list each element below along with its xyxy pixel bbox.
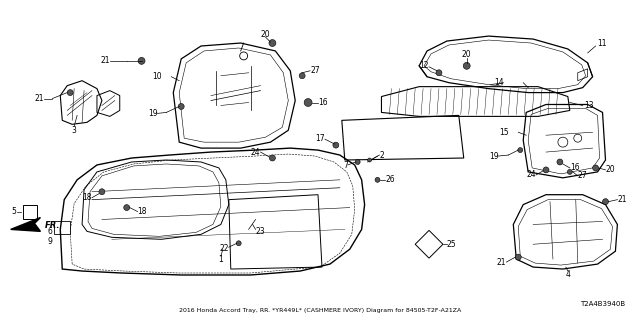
- Text: 21: 21: [100, 56, 110, 65]
- Circle shape: [367, 158, 372, 162]
- Text: 21: 21: [618, 195, 627, 204]
- Circle shape: [355, 159, 360, 164]
- Circle shape: [463, 62, 470, 69]
- Text: 11: 11: [598, 38, 607, 48]
- Text: 20: 20: [462, 51, 472, 60]
- Text: 27: 27: [310, 66, 320, 75]
- Text: 21: 21: [497, 258, 506, 267]
- Text: 19: 19: [489, 152, 499, 161]
- Text: 18: 18: [138, 207, 147, 216]
- Circle shape: [436, 70, 442, 76]
- Text: 2016 Honda Accord Tray, RR. *YR449L* (CASHMERE IVORY) Diagram for 84505-T2F-A21Z: 2016 Honda Accord Tray, RR. *YR449L* (CA…: [179, 308, 461, 313]
- Text: 16: 16: [318, 98, 328, 107]
- Text: 17: 17: [316, 134, 325, 143]
- Text: FR.: FR.: [44, 221, 60, 230]
- Circle shape: [179, 103, 184, 109]
- Text: 5: 5: [12, 207, 17, 216]
- Text: 23: 23: [255, 227, 265, 236]
- Text: 18: 18: [83, 193, 92, 202]
- Text: 6: 6: [47, 227, 52, 236]
- Text: 12: 12: [420, 61, 429, 70]
- Text: 19: 19: [148, 109, 157, 118]
- Text: 10: 10: [152, 72, 161, 81]
- Circle shape: [124, 204, 130, 211]
- Text: 20: 20: [605, 165, 615, 174]
- Circle shape: [375, 177, 380, 182]
- Circle shape: [299, 73, 305, 79]
- Circle shape: [518, 148, 523, 153]
- Circle shape: [67, 90, 73, 96]
- Circle shape: [138, 57, 145, 64]
- Text: 22: 22: [220, 244, 228, 253]
- Circle shape: [269, 40, 276, 46]
- Circle shape: [236, 241, 241, 246]
- Text: 24: 24: [527, 170, 536, 180]
- Text: 7: 7: [343, 162, 348, 171]
- Text: 26: 26: [385, 175, 395, 184]
- Text: 14: 14: [494, 78, 504, 87]
- Text: 13: 13: [585, 101, 595, 110]
- Circle shape: [333, 142, 339, 148]
- Text: T2A4B3940B: T2A4B3940B: [580, 301, 625, 307]
- Circle shape: [304, 99, 312, 107]
- Text: 15: 15: [499, 128, 508, 137]
- Polygon shape: [11, 218, 40, 231]
- Circle shape: [543, 167, 549, 173]
- Text: 21: 21: [35, 94, 44, 103]
- Circle shape: [567, 169, 572, 174]
- Text: 20: 20: [260, 30, 270, 39]
- Text: 27: 27: [578, 172, 588, 180]
- Text: 4: 4: [565, 270, 570, 279]
- Text: 25: 25: [447, 240, 456, 249]
- Circle shape: [269, 155, 275, 161]
- Text: 2: 2: [380, 150, 384, 160]
- Text: 16: 16: [570, 164, 579, 172]
- Text: 1: 1: [218, 255, 223, 264]
- Circle shape: [557, 159, 563, 165]
- Text: 9: 9: [47, 237, 52, 246]
- Circle shape: [515, 254, 521, 260]
- Circle shape: [99, 189, 105, 195]
- Circle shape: [602, 199, 609, 204]
- Text: 24: 24: [251, 148, 260, 156]
- Circle shape: [593, 165, 598, 171]
- Text: 3: 3: [72, 126, 77, 135]
